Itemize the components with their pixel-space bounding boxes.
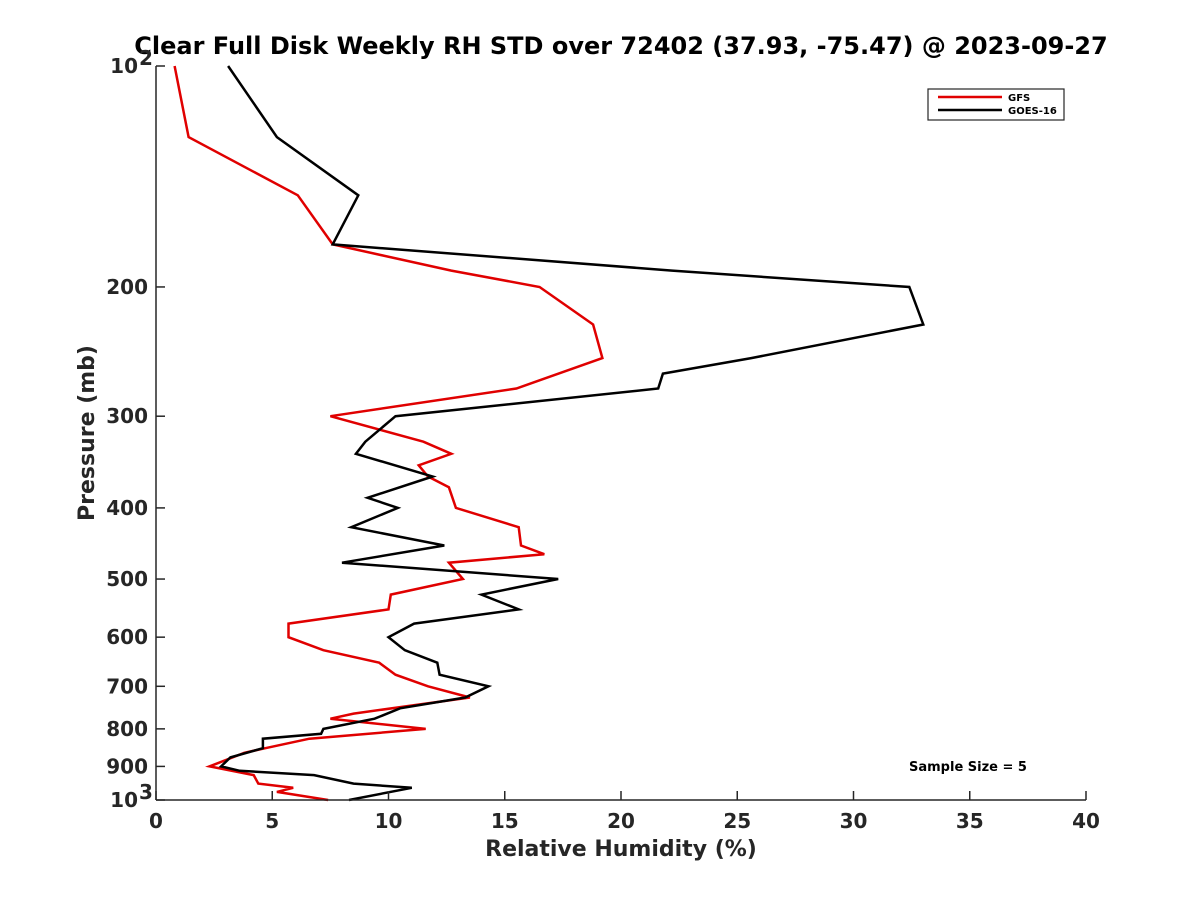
y-tick-label: 500 — [106, 567, 148, 591]
x-tick-label: 40 — [1072, 809, 1100, 833]
x-tick-label: 15 — [491, 809, 519, 833]
y-tick-label: 600 — [106, 625, 148, 649]
y-tick-label: 300 — [106, 404, 148, 428]
y-tick-label: 200 — [106, 275, 148, 299]
x-tick-label: 10 — [375, 809, 403, 833]
legend-box — [927, 88, 1065, 121]
sample-size-annotation: Sample Size = 5 — [909, 760, 1027, 775]
series-line-gfs — [173, 65, 604, 802]
y-tick-label: 700 — [106, 674, 148, 698]
x-tick-label: 25 — [723, 809, 751, 833]
legend-label-gfs: GFS — [1008, 93, 1030, 104]
y-tick-label: 800 — [106, 717, 148, 741]
x-tick-label: 20 — [607, 809, 635, 833]
legend: GFS GOES-16 — [927, 88, 1065, 121]
x-axis-label: Relative Humidity (%) — [485, 837, 757, 862]
axes — [155, 66, 1086, 801]
y-tick-label: 10 — [110, 54, 138, 78]
x-tick-label: 30 — [840, 809, 868, 833]
legend-label-goes16: GOES-16 — [1008, 106, 1057, 117]
series-line-goes16 — [218, 65, 925, 802]
y-tick-label: 10 — [110, 788, 138, 812]
y-tick-exponent: 2 — [139, 46, 153, 70]
y-tick-label: 400 — [106, 496, 148, 520]
x-ticks: 0 5 10 15 20 25 30 35 40 — [149, 791, 1100, 833]
x-tick-label: 0 — [149, 809, 163, 833]
x-tick-label: 5 — [265, 809, 279, 833]
x-tick-label: 35 — [956, 809, 984, 833]
chart-title: Clear Full Disk Weekly RH STD over 72402… — [134, 32, 1107, 60]
y-axis-label: Pressure (mb) — [75, 345, 100, 521]
y-tick-exponent: 3 — [139, 780, 153, 804]
y-tick-label: 900 — [106, 754, 148, 778]
series-layer — [173, 65, 925, 802]
